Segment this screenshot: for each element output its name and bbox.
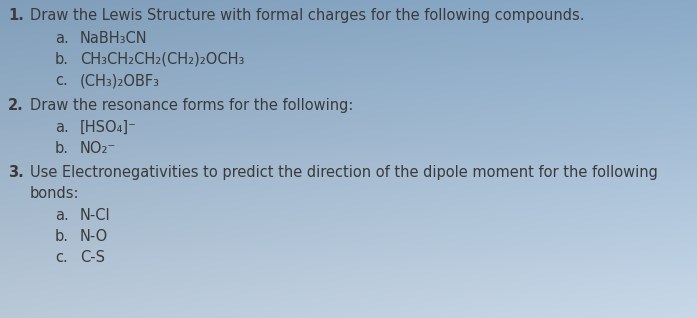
Text: c.: c. bbox=[55, 73, 68, 88]
Text: Draw the resonance forms for the following:: Draw the resonance forms for the followi… bbox=[30, 98, 353, 113]
Text: [HSO₄]⁻: [HSO₄]⁻ bbox=[80, 120, 137, 135]
Text: CH₃CH₂CH₂(CH₂)₂OCH₃: CH₃CH₂CH₂(CH₂)₂OCH₃ bbox=[80, 52, 245, 67]
Text: NaBH₃CN: NaBH₃CN bbox=[80, 31, 148, 46]
Text: a.: a. bbox=[55, 31, 69, 46]
Text: a.: a. bbox=[55, 208, 69, 223]
Text: (CH₃)₂OBF₃: (CH₃)₂OBF₃ bbox=[80, 73, 160, 88]
Text: N-Cl: N-Cl bbox=[80, 208, 111, 223]
Text: 2.: 2. bbox=[8, 98, 24, 113]
Text: a.: a. bbox=[55, 120, 69, 135]
Text: b.: b. bbox=[55, 141, 69, 156]
Text: Draw the Lewis Structure with formal charges for the following compounds.: Draw the Lewis Structure with formal cha… bbox=[30, 8, 585, 23]
Text: 1.: 1. bbox=[8, 8, 24, 23]
Text: N-O: N-O bbox=[80, 229, 108, 244]
Text: c.: c. bbox=[55, 250, 68, 265]
Text: NO₂⁻: NO₂⁻ bbox=[80, 141, 116, 156]
Text: bonds:: bonds: bbox=[30, 186, 79, 201]
Text: b.: b. bbox=[55, 229, 69, 244]
Text: Use Electronegativities to predict the direction of the dipole moment for the fo: Use Electronegativities to predict the d… bbox=[30, 165, 658, 180]
Text: C-S: C-S bbox=[80, 250, 105, 265]
Text: 3.: 3. bbox=[8, 165, 24, 180]
Text: b.: b. bbox=[55, 52, 69, 67]
